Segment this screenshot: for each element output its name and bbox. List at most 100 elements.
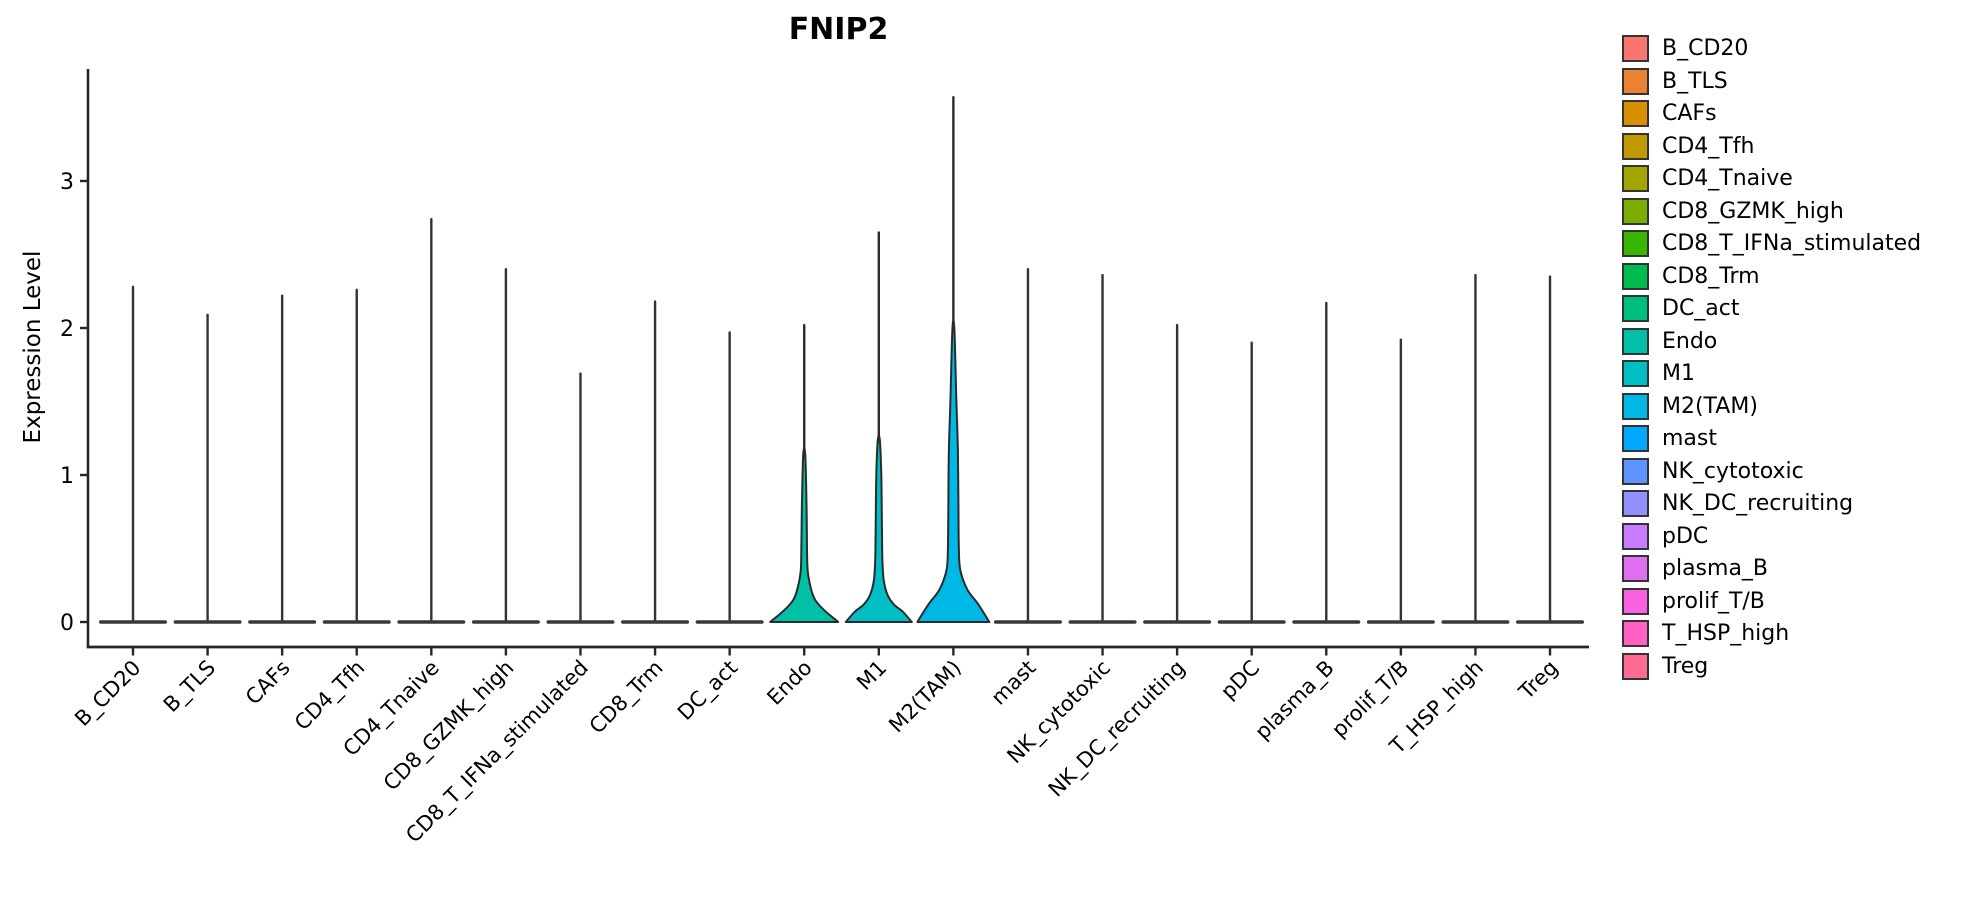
legend-item-CD8_GZMK_high: CD8_GZMK_high: [1622, 197, 1921, 225]
legend-label: pDC: [1662, 523, 1709, 549]
legend-swatch: [1622, 165, 1649, 192]
legend-swatch: [1622, 587, 1649, 615]
legend-item-plasma_B: plasma_B: [1622, 555, 1921, 582]
legend-label: plasma_B: [1662, 556, 1769, 581]
y-tick-label: 1: [60, 464, 74, 489]
x-tick-label: M2(TAM): [884, 656, 966, 738]
legend-swatch: [1622, 490, 1649, 517]
legend-label: NK_DC_recruiting: [1662, 491, 1854, 516]
legend-item-NK_cytotoxic: NK_cytotoxic: [1622, 457, 1921, 485]
legend-label: mast: [1662, 426, 1717, 451]
violin-base-T_HSP_high: [1441, 620, 1510, 624]
violin-base-pDC: [1217, 620, 1286, 624]
legend-swatch: [1622, 555, 1649, 582]
legend-item-CD4_Tfh: CD4_Tfh: [1622, 132, 1921, 160]
x-tick-label: CD8_GZMK_high: [379, 656, 519, 796]
x-tick-label: Treg: [1514, 656, 1563, 705]
legend-label: Endo: [1662, 328, 1718, 354]
y-tick-label: 0: [60, 611, 74, 636]
legend-item-DC_act: DC_act: [1622, 295, 1921, 322]
legend-swatch: [1622, 360, 1649, 387]
legend-swatch: [1622, 100, 1649, 127]
legend-item-B_TLS: B_TLS: [1622, 67, 1921, 95]
legend-label: Treg: [1662, 653, 1709, 679]
x-tick-label: Endo: [762, 656, 816, 710]
legend-label: M2(TAM): [1662, 393, 1758, 419]
legend-swatch: [1622, 327, 1649, 355]
legend-item-CAFs: CAFs: [1622, 100, 1921, 127]
violin-base-Treg: [1516, 620, 1585, 624]
x-tick-label: plasma_B: [1250, 656, 1339, 745]
legend-item-Endo: Endo: [1622, 327, 1921, 355]
violin-base-B_TLS: [173, 620, 242, 624]
legend-label: CD8_Trm: [1662, 263, 1760, 289]
legend-item-CD8_T_IFNa_stimulated: CD8_T_IFNa_stimulated: [1622, 230, 1921, 257]
legend-swatch: [1622, 230, 1649, 257]
legend-item-M2(TAM): M2(TAM): [1622, 392, 1921, 420]
legend-label: CAFs: [1662, 101, 1717, 126]
legend-label: CD4_Tnaive: [1662, 166, 1793, 191]
legend-swatch: [1622, 197, 1649, 225]
violin-base-NK_cytotoxic: [1068, 620, 1137, 624]
legend-item-NK_DC_recruiting: NK_DC_recruiting: [1622, 490, 1921, 517]
legend-item-CD8_Trm: CD8_Trm: [1622, 262, 1921, 290]
violin-base-plasma_B: [1292, 620, 1361, 624]
y-tick-label: 3: [60, 170, 74, 195]
x-tick-label: B_CD20: [70, 656, 146, 732]
legend-swatch: [1622, 522, 1649, 550]
legend-item-prolif_T/B: prolif_T/B: [1622, 587, 1921, 615]
violin-base-mast: [993, 620, 1062, 624]
legend-label: prolif_T/B: [1662, 588, 1765, 614]
violin-base-CD4_Tnaive: [397, 620, 466, 624]
legend-swatch: [1622, 35, 1649, 62]
legend-swatch: [1622, 457, 1649, 485]
violin-base-CAFs: [248, 620, 317, 624]
legend-item-mast: mast: [1622, 425, 1921, 452]
violin-base-CD8_T_IFNa_stimulated: [546, 620, 615, 624]
legend-item-B_CD20: B_CD20: [1622, 35, 1921, 62]
legend-label: CD8_T_IFNa_stimulated: [1662, 231, 1922, 256]
legend-item-Treg: Treg: [1622, 652, 1921, 680]
violin-base-CD4_Tfh: [322, 620, 391, 624]
legend-swatch: [1622, 620, 1649, 647]
legend-item-M1: M1: [1622, 360, 1921, 387]
violin-base-CD8_GZMK_high: [471, 620, 540, 624]
violin-base-prolif_T/B: [1366, 620, 1435, 624]
legend-label: B_TLS: [1662, 68, 1728, 94]
x-tick-label: DC_act: [673, 656, 743, 726]
y-tick-label: 2: [60, 317, 74, 342]
legend-item-T_HSP_high: T_HSP_high: [1622, 620, 1921, 647]
violin-base-CD8_Trm: [621, 620, 690, 624]
legend-label: CD4_Tfh: [1662, 133, 1755, 159]
legend-label: NK_cytotoxic: [1662, 458, 1804, 484]
legend-label: T_HSP_high: [1662, 621, 1790, 646]
legend-swatch: [1622, 295, 1649, 322]
legend-label: CD8_GZMK_high: [1662, 198, 1844, 224]
legend-label: DC_act: [1662, 296, 1740, 321]
legend-label: M1: [1662, 361, 1695, 386]
violin-base-DC_act: [695, 620, 764, 624]
violin-M2(TAM): [916, 319, 991, 623]
legend-swatch: [1622, 652, 1649, 680]
x-tick-label: NK_DC_recruiting: [1044, 656, 1191, 803]
x-tick-label: mast: [986, 656, 1040, 710]
legend-swatch: [1622, 392, 1649, 420]
legend-swatch: [1622, 262, 1649, 290]
violin-base-B_CD20: [99, 620, 167, 624]
violin-base-NK_DC_recruiting: [1143, 620, 1212, 624]
legend-swatch: [1622, 425, 1649, 452]
legend-item-pDC: pDC: [1622, 522, 1921, 550]
x-tick-label: pDC: [1216, 656, 1264, 704]
legend-swatch: [1622, 67, 1649, 95]
legend-swatch: [1622, 132, 1649, 160]
violin-M1: [844, 434, 913, 623]
legend-label: B_CD20: [1662, 36, 1749, 61]
violin-Endo: [769, 447, 840, 623]
x-tick-label: CD8_Trm: [585, 656, 669, 740]
x-tick-label: CAFs: [241, 656, 295, 710]
legend: B_CD20 B_TLS CAFs CD4_Tfh CD4_Tnaive CD8_GZMK…: [1622, 35, 1921, 680]
x-tick-label: B_TLS: [159, 656, 221, 718]
x-tick-label: M1: [852, 656, 891, 695]
